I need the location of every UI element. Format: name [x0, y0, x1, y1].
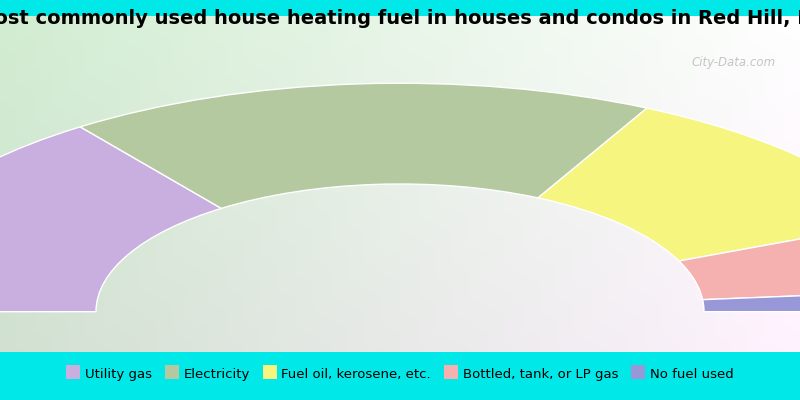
Text: City-Data.com: City-Data.com	[692, 56, 776, 69]
Wedge shape	[702, 290, 800, 312]
Text: Most commonly used house heating fuel in houses and condos in Red Hill, PA: Most commonly used house heating fuel in…	[0, 8, 800, 28]
Wedge shape	[538, 108, 800, 261]
Wedge shape	[80, 83, 647, 208]
Wedge shape	[0, 127, 222, 312]
Legend: Utility gas, Electricity, Fuel oil, kerosene, etc., Bottled, tank, or LP gas, No: Utility gas, Electricity, Fuel oil, kero…	[61, 362, 739, 386]
Wedge shape	[679, 221, 800, 300]
